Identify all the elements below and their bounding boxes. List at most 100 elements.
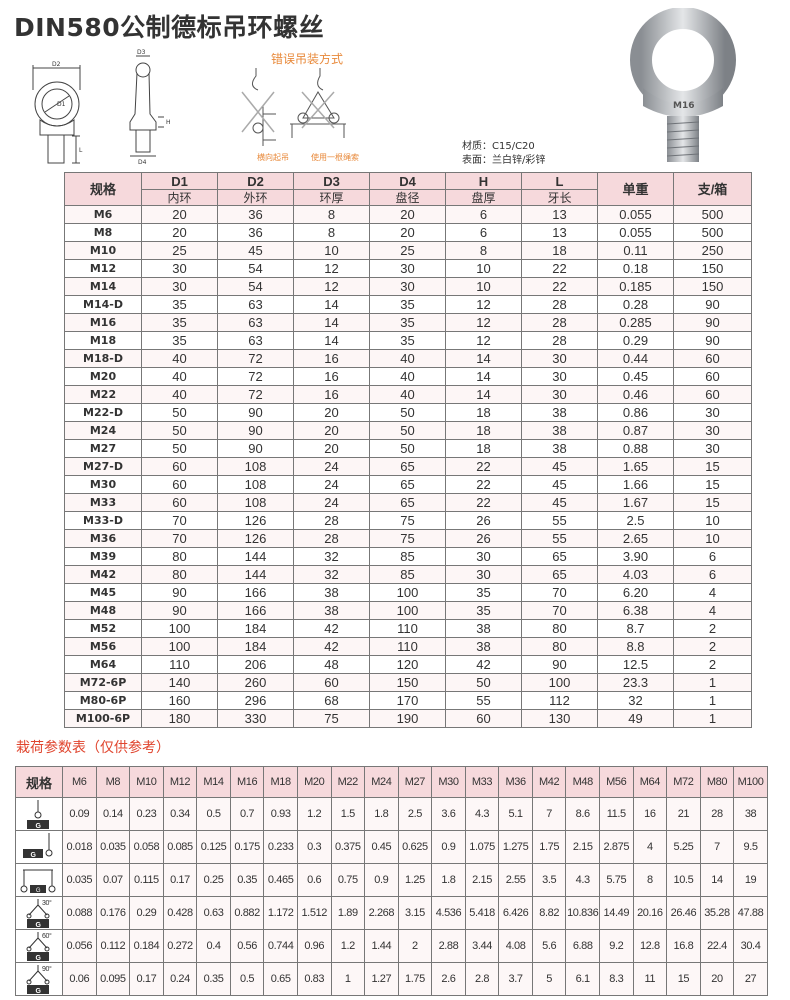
- sub-d4: 盘径: [369, 189, 446, 206]
- spec-cell: 6: [673, 547, 752, 566]
- spec-cell: 30: [369, 259, 446, 278]
- sling-60-icon: 60° G: [26, 932, 52, 962]
- spec-cell: 16: [293, 367, 370, 386]
- load-cell: 0.9: [364, 863, 399, 897]
- spec-row: M24 50 90 20 50 18 38 0.87 30: [64, 421, 752, 440]
- spec-cell: 90: [217, 439, 294, 458]
- spec-cell: 500: [673, 205, 752, 224]
- spec-cell: 14: [293, 313, 370, 332]
- spec-size-cell: M33-D: [64, 511, 142, 530]
- load-cell: 3.44: [464, 929, 500, 963]
- load-cell: 1.44: [364, 929, 399, 963]
- spec-cell: 70: [141, 511, 218, 530]
- load-cell: 5.1: [498, 797, 533, 831]
- spec-cell: 6: [673, 565, 752, 584]
- spec-cell: 75: [369, 529, 446, 548]
- spec-cell: 30: [673, 439, 752, 458]
- spec-cell: 28: [293, 511, 370, 530]
- spec-cell: 26: [445, 511, 522, 530]
- spec-cell: 0.88: [597, 439, 674, 458]
- l-label: L: [79, 147, 83, 154]
- spec-cell: 63: [217, 331, 294, 350]
- spec-cell: 144: [217, 565, 294, 584]
- spec-cell: 6.20: [597, 583, 674, 602]
- spec-cell: 1.67: [597, 493, 674, 512]
- spec-cell: 45: [521, 493, 598, 512]
- spec-size-cell: M36: [64, 529, 142, 548]
- col-l: L: [521, 172, 598, 190]
- spec-row: M42 80 144 32 85 30 65 4.03 6: [64, 565, 752, 584]
- spec-cell: 6.38: [597, 601, 674, 620]
- spec-cell: 0.185: [597, 277, 674, 296]
- load-cell: 0.96: [296, 929, 332, 963]
- spec-cell: 18: [445, 403, 522, 422]
- load-cell: 4.08: [498, 929, 533, 963]
- load-cell: 0.83: [296, 962, 332, 996]
- lift-method-cell: 60° G: [15, 929, 63, 963]
- spec-cell: 4.03: [597, 565, 674, 584]
- spec-cell: 63: [217, 313, 294, 332]
- load-cell: 3.6: [431, 797, 466, 831]
- load-row: 30° G 0.088 0.176 0.29 0.428 0.63 0.882 1.172 1.5…: [15, 896, 768, 930]
- load-cell: 2.6: [431, 962, 466, 996]
- spec-size-cell: M52: [64, 619, 142, 638]
- spec-cell: 190: [369, 709, 446, 728]
- spec-size-cell: M18-D: [64, 349, 142, 368]
- load-cell: 0.035: [95, 830, 131, 864]
- beam-lift-icon: G: [20, 869, 56, 894]
- spec-cell: 18: [445, 439, 522, 458]
- load-cell: 20.16: [632, 896, 668, 930]
- wrong-lifting-title: 错误吊装方式: [271, 52, 344, 66]
- spec-cell: 2: [673, 619, 752, 638]
- load-cell: 47.88: [733, 896, 768, 930]
- spec-cell: 20: [369, 223, 446, 242]
- spec-cell: 108: [217, 493, 294, 512]
- load-cell: 0.93: [263, 797, 298, 831]
- load-cell: 0.9: [431, 830, 466, 864]
- spec-cell: 65: [369, 475, 446, 494]
- spec-cell: 38: [521, 421, 598, 440]
- spec-cell: 10: [673, 511, 752, 530]
- spec-row: M6 20 36 8 20 6 13 0.055 500: [64, 205, 752, 224]
- spec-cell: 12.5: [597, 655, 674, 674]
- spec-cell: 35: [141, 331, 218, 350]
- load-cell: 0.375: [330, 830, 366, 864]
- load-cell: 0.018: [62, 830, 97, 864]
- load-cell: 0.056: [62, 929, 97, 963]
- spec-row: M18-D 40 72 16 40 14 30 0.44 60: [64, 349, 752, 368]
- side-lift-icon: G: [23, 833, 53, 859]
- load-cell: 2.88: [431, 929, 466, 963]
- spec-cell: 24: [293, 493, 370, 512]
- load-cell: 7: [531, 797, 567, 831]
- spec-cell: 0.18: [597, 259, 674, 278]
- spec-cell: 72: [217, 367, 294, 386]
- spec-cell: 90: [141, 601, 218, 620]
- spec-size-cell: M45: [64, 583, 142, 602]
- load-cell: 0.23: [129, 797, 164, 831]
- load-cell: 14: [699, 863, 735, 897]
- spec-cell: 68: [293, 691, 370, 710]
- spec-cell: 65: [369, 457, 446, 476]
- spec-row: M20 40 72 16 40 14 30 0.45 60: [64, 367, 752, 386]
- load-cell: 1.5: [330, 797, 366, 831]
- spec-size-cell: M48: [64, 601, 142, 620]
- spec-cell: 35: [369, 331, 446, 350]
- load-cell: 0.744: [263, 929, 298, 963]
- spec-cell: 100: [369, 601, 446, 620]
- spec-cell: 166: [217, 583, 294, 602]
- spec-cell: 60: [445, 709, 522, 728]
- spec-row: M80-6P 160 296 68 170 55 112 32 1: [64, 691, 752, 710]
- spec-cell: 0.87: [597, 421, 674, 440]
- spec-cell: 22: [521, 259, 598, 278]
- spec-cell: 70: [521, 601, 598, 620]
- spec-cell: 12: [445, 295, 522, 314]
- spec-row: M56 100 184 42 110 38 80 8.8 2: [64, 637, 752, 656]
- spec-cell: 50: [369, 439, 446, 458]
- spec-cell: 45: [217, 241, 294, 260]
- spec-cell: 80: [141, 565, 218, 584]
- spec-cell: 38: [293, 583, 370, 602]
- lift-method-cell: 30° G: [15, 896, 63, 930]
- load-cell: 1: [330, 962, 366, 996]
- load-cell: 5: [531, 962, 567, 996]
- spec-size-cell: M42: [64, 565, 142, 584]
